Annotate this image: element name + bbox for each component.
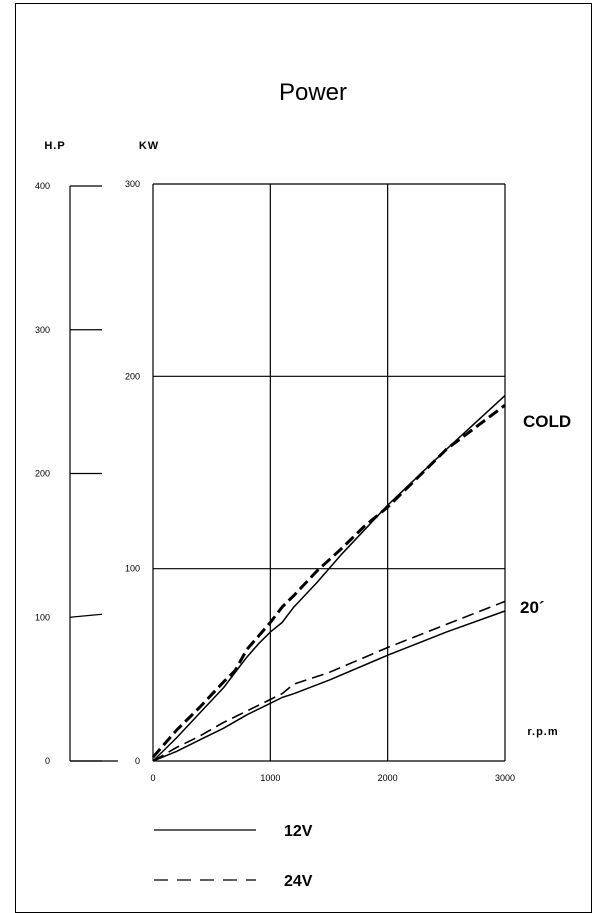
curve-20-12v: [152, 610, 506, 762]
hp-tick-label-400: 400: [35, 181, 50, 191]
curve-20-24v: [152, 600, 506, 762]
hp-tick-label-200: 200: [35, 469, 50, 479]
x-tick-label-2000: 2000: [378, 773, 398, 783]
hp-axis: 0 100 200 300 400: [35, 181, 118, 766]
curve-label-cold: COLD: [523, 412, 571, 431]
kw-tick-label-300: 300: [125, 179, 140, 189]
curve-cold-24v: [151, 404, 506, 759]
curve-label-20: 20´: [520, 598, 545, 617]
x-tick-label-1000: 1000: [260, 773, 280, 783]
kw-tick-label-200: 200: [125, 371, 140, 381]
rpm-axis-label: r.p.m: [527, 726, 558, 738]
hp-tick-100: [69, 613, 103, 618]
legend-12v-label: 12V: [284, 823, 313, 840]
legend-24v-label: 24V: [284, 873, 313, 890]
hp-axis-label: H.P: [44, 140, 65, 152]
legend: 12V 24V: [154, 823, 313, 890]
x-tick-label-0: 0: [150, 773, 155, 783]
chart-title: Power: [279, 79, 347, 106]
hp-tick-label-100: 100: [35, 612, 50, 622]
x-tick-label-3000: 3000: [495, 773, 515, 783]
power-curves: [151, 395, 506, 762]
axis-ticks: 0 1000 2000 3000 0 100 200 300: [125, 179, 515, 783]
kw-axis-label: KW: [139, 140, 159, 152]
kw-tick-label-0: 0: [135, 756, 140, 766]
plot-grid: [152, 183, 506, 762]
curve-cold-12v: [152, 395, 506, 762]
kw-tick-label-100: 100: [125, 564, 140, 574]
hp-tick-label-0: 0: [45, 756, 50, 766]
hp-tick-label-300: 300: [35, 325, 50, 335]
